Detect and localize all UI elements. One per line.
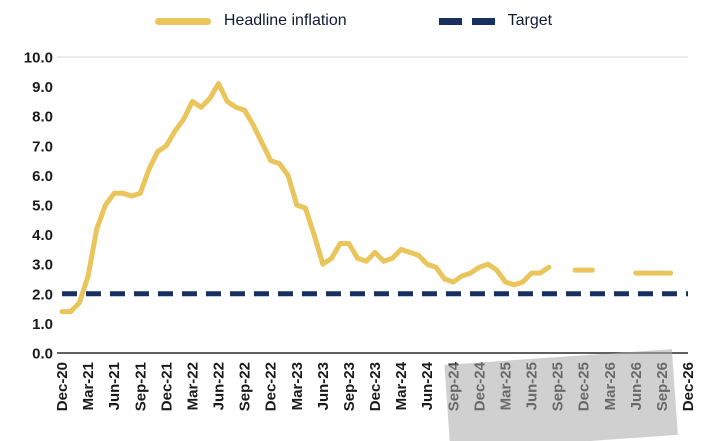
watermark-smudge: [444, 349, 678, 441]
x-tick-label: Mar-21: [80, 362, 97, 410]
x-tick-label: Jun-22: [211, 362, 228, 410]
legend-item-target: Target: [438, 12, 553, 30]
y-tick-label: 4.0: [32, 227, 53, 244]
x-tick-label: Dec-20: [54, 362, 71, 411]
y-tick-label: 3.0: [32, 257, 53, 274]
x-tick-label: Mar-24: [393, 361, 410, 410]
legend-label-headline-inflation: Headline inflation: [223, 12, 347, 29]
x-tick-label: Sep-22: [237, 362, 254, 411]
y-tick-label: 8.0: [32, 109, 53, 126]
y-tick-label: 6.0: [32, 168, 53, 185]
legend: Headline inflation Target: [0, 12, 707, 30]
legend-item-headline-inflation: Headline inflation: [154, 12, 347, 30]
plot-area: 10.0 9.0 8.0 7.0 6.0 5.0 4.0 3.0 2.0 1.0 0.0Dec-20…: [24, 50, 697, 441]
x-tick-label: Dec-22: [263, 362, 280, 411]
x-tick-label: Dec-21: [158, 362, 175, 411]
x-tick-label: Sep-21: [132, 362, 149, 411]
x-tick-label: Jun-24: [419, 361, 436, 410]
target-line-swatch: [438, 17, 495, 25]
y-tick-label: 1.0: [32, 316, 53, 333]
y-tick-label: 5.0: [32, 198, 53, 215]
legend-label-target: Target: [507, 12, 553, 29]
y-tick-label: 0.0: [32, 346, 53, 363]
x-tick-label: Dec-23: [367, 362, 384, 411]
x-tick-label: Jun-21: [106, 362, 123, 410]
headline-line-swatch: [154, 17, 211, 25]
x-tick-label: Mar-23: [289, 362, 306, 410]
x-tick-label: Mar-22: [184, 362, 201, 410]
y-tick-label: 7.0: [32, 138, 53, 155]
x-tick-label: Sep-23: [341, 362, 358, 411]
x-tick-label: Jun-23: [315, 362, 332, 410]
y-tick-label: 9.0: [32, 79, 53, 96]
y-tick-label: 2.0: [32, 286, 53, 303]
headline-inflation-line: [59, 81, 552, 315]
x-tick-label: Dec-26: [680, 362, 697, 411]
y-tick-label: 10.0: [24, 50, 53, 67]
